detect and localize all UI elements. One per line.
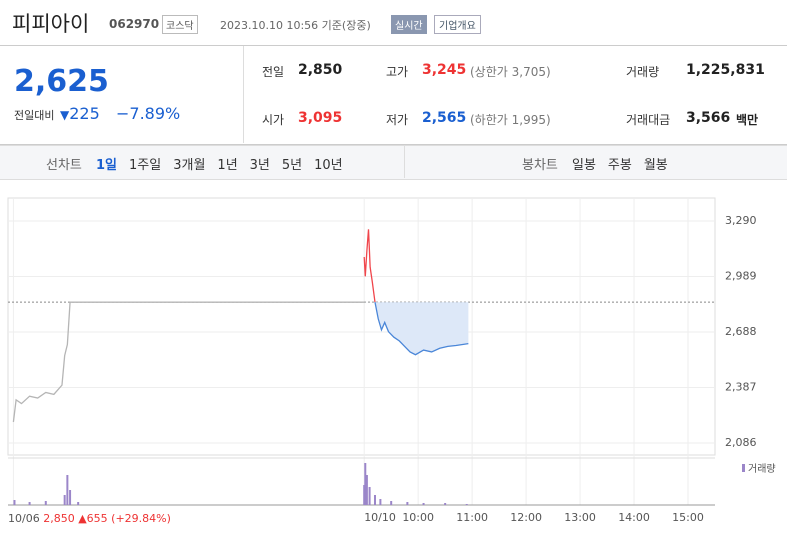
cell-value: 1,225,831 xyxy=(686,62,765,78)
x-tick-label: 11:00 xyxy=(456,511,488,524)
divider xyxy=(243,46,244,143)
cell-value: 2,850 xyxy=(298,62,343,78)
price-line xyxy=(363,229,376,303)
price-line xyxy=(12,301,365,423)
period-tab[interactable]: 1주일 xyxy=(129,158,162,173)
candle-tabs: 일봉 주봉 월봉 xyxy=(572,154,680,173)
time: 2023.10.10 10:56 기준(장중) xyxy=(220,19,371,32)
x-tick-label: 12:00 xyxy=(510,511,542,524)
cell-label: 저가 xyxy=(386,113,409,127)
cell-label: 전일 xyxy=(262,65,285,79)
change-label: 전일대비 xyxy=(14,109,55,122)
cell-value: 2,565 xyxy=(422,110,467,126)
price: 2,625 xyxy=(14,64,109,99)
price-area xyxy=(374,302,469,355)
line-tabs: 1일 1주일 3개월 1년 3년 5년 10년 xyxy=(96,154,355,173)
y-tick-label: 2,989 xyxy=(725,270,757,283)
cell-note: (상한가 3,705) xyxy=(470,65,551,79)
volume-bar xyxy=(379,499,382,505)
realtime-badge[interactable]: 실시간 xyxy=(391,15,427,34)
volume-bar xyxy=(69,490,72,505)
x-tick-label: 14:00 xyxy=(618,511,650,524)
period-tab[interactable]: 3개월 xyxy=(173,158,206,173)
period-tab[interactable]: 1일 xyxy=(96,158,118,173)
volume-bar xyxy=(63,495,66,505)
legend-label: 거래량 xyxy=(748,463,776,475)
cell-value: 3,095 xyxy=(298,110,343,126)
stock-code: 062970 xyxy=(109,17,160,31)
volume-bar xyxy=(28,502,31,505)
volume-bar xyxy=(444,503,447,505)
period-tab[interactable]: 3년 xyxy=(249,158,270,173)
quote-box xyxy=(0,45,787,145)
volume-bar xyxy=(390,501,393,505)
market-badge: 코스닥 xyxy=(162,15,198,34)
candle-tab[interactable]: 일봉 xyxy=(572,158,596,173)
period-tab[interactable]: 10년 xyxy=(314,158,343,173)
footer-change: ▲655 xyxy=(78,512,108,525)
cell-label: 고가 xyxy=(386,65,409,79)
y-tick-label: 2,688 xyxy=(725,325,757,338)
volume-bar xyxy=(368,487,371,505)
rate: −7.89% xyxy=(116,104,181,123)
x-tick-label: 10/10 xyxy=(364,511,396,524)
volume-bar xyxy=(422,503,425,505)
cell-value: 3,245 xyxy=(422,62,467,78)
plot-frame xyxy=(7,197,716,456)
y-tick-label: 2,086 xyxy=(725,436,757,449)
footer-date: 10/06 xyxy=(8,512,40,525)
cell-label: 거래량 xyxy=(626,65,660,79)
stock-name: 피피아이 xyxy=(12,12,90,36)
line-label: 선차트 xyxy=(46,158,82,173)
volume-bar xyxy=(13,500,16,505)
candle-tab[interactable]: 주봉 xyxy=(607,158,632,173)
change: ▼225 xyxy=(60,104,100,123)
period-tab[interactable]: 1년 xyxy=(217,158,238,173)
cell-note: (하한가 1,995) xyxy=(470,113,551,127)
volume-bar xyxy=(365,475,368,505)
x-tick-label: 13:00 xyxy=(564,511,596,524)
volume-bar xyxy=(373,495,376,505)
overview-button[interactable]: 기업개요 xyxy=(434,15,481,34)
x-tick-label: 10:00 xyxy=(402,511,434,524)
volume-bar xyxy=(465,504,468,505)
cell-value: 3,566 xyxy=(686,110,731,126)
footer-rate: (+29.84%) xyxy=(111,512,171,525)
candle-tab[interactable]: 월봉 xyxy=(643,158,668,173)
cell-label: 시가 xyxy=(262,113,285,127)
divider xyxy=(404,146,405,178)
volume-bar xyxy=(44,501,47,505)
volume-bar xyxy=(363,485,366,505)
x-tick-label: 15:00 xyxy=(672,511,704,524)
volume-bar xyxy=(406,502,409,505)
price-line xyxy=(374,302,469,356)
volume-bar xyxy=(364,463,367,505)
y-tick-label: 2,387 xyxy=(725,381,757,394)
volume-bar xyxy=(66,475,69,505)
y-tick-label: 3,290 xyxy=(725,214,757,227)
footer: 10/06 2,850 ▲655 (+29.84%) xyxy=(8,512,171,525)
cell-label: 거래대금 xyxy=(626,113,671,127)
legend-swatch xyxy=(742,464,745,472)
change-value: 225 xyxy=(69,104,100,123)
candle-label: 봉차트 xyxy=(522,158,558,173)
period-tab[interactable]: 5년 xyxy=(281,158,303,173)
footer-close: 2,850 xyxy=(43,512,75,525)
volume-bar xyxy=(77,502,80,505)
cell-note: 백만 xyxy=(736,113,759,127)
tab-bar xyxy=(0,145,787,180)
